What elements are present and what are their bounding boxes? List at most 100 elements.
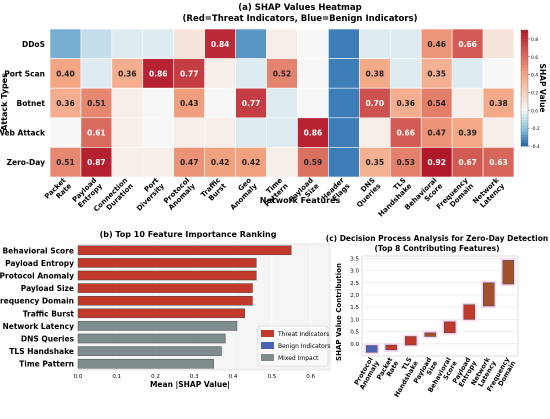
heatmap-x-axis-label: Network Features	[260, 196, 341, 205]
colorbar-segment	[521, 30, 528, 34]
colorbar-segment	[521, 67, 528, 72]
bar	[77, 283, 253, 293]
colorbar-segment	[521, 73, 528, 77]
heatmap-cell	[204, 147, 236, 178]
heatmap-cells: 0.84 0.46 0.66 0.40 0.36 0.86 0.77 0.52 0.38 0.35…	[49, 28, 515, 178]
waterfall-bar	[405, 336, 417, 346]
waterfall-y-tick-label: 0.5	[350, 330, 359, 336]
heatmap-cell	[173, 28, 205, 59]
heatmap-cell	[204, 87, 236, 119]
colorbar-segment	[521, 134, 528, 138]
heatmap-cell	[173, 87, 205, 119]
bar-category-label: Protocol Anomaly	[0, 272, 74, 281]
heatmap-cell	[173, 147, 205, 178]
heatmap-cell	[359, 58, 391, 89]
colorbar-segment	[521, 114, 528, 118]
waterfall-bar	[424, 332, 436, 337]
waterfall-y-tick-label: 0.0	[350, 342, 359, 348]
heatmap-cell	[80, 58, 113, 89]
colorbar-segment	[521, 108, 528, 112]
colorbar-segment	[521, 137, 528, 141]
heatmap-cell	[328, 87, 360, 119]
legend-swatch	[261, 330, 274, 337]
heatmap-panel: (a) SHAP Values Heatmap (Red=Threat Indi…	[0, 3, 547, 219]
bar-x-tick-label: 0.3	[190, 374, 199, 380]
heatmap-cell-label: 0.51	[56, 158, 75, 167]
colorbar-tick-label: 0.2	[531, 90, 538, 96]
heatmap-colorbar: 0.8 0.6 0.4 0.2 0.0 -0.2 -0.4	[520, 29, 540, 150]
waterfall-y-tick-label: 2.0	[350, 293, 359, 299]
colorbar-segment	[521, 32, 528, 37]
colorbar-tick-label: 0.4	[531, 73, 538, 79]
heatmap-column-label: TrafficBurst	[199, 176, 228, 205]
heatmap-cell	[111, 87, 144, 119]
heatmap-cell	[142, 28, 175, 59]
heatmap-column-label: PacketRate	[43, 176, 73, 206]
colorbar-segment	[521, 125, 528, 130]
waterfall-category-label: PacketRate	[375, 356, 401, 385]
heatmap-cell	[359, 28, 391, 59]
heatmap-cell-label: 0.54	[427, 99, 446, 108]
colorbar-tick-label: -0.4	[531, 144, 540, 150]
heatmap-cell	[266, 87, 298, 119]
heatmap-cell	[451, 58, 484, 89]
heatmap-row-label: Zero-Day	[7, 158, 46, 167]
heatmap-cell	[49, 117, 82, 148]
bar-x-tick-label: 0.2	[151, 374, 160, 380]
colorbar-segment	[521, 105, 528, 109]
heatmap-cell	[328, 28, 360, 59]
colorbar-segment	[521, 111, 528, 115]
heatmap-row-label: DDoS	[22, 40, 45, 49]
colorbar-segment	[521, 90, 528, 95]
colorbar-segment	[521, 56, 528, 60]
legend-box	[257, 325, 329, 367]
colorbar-segment	[521, 99, 528, 103]
heatmap-cell	[482, 28, 515, 59]
colorbar-frame	[520, 29, 529, 147]
colorbar-segment	[521, 96, 528, 101]
heatmap-cell-label: 0.36	[56, 99, 75, 108]
heatmap-cell-label: 0.42	[242, 158, 261, 167]
heatmap-cell	[49, 28, 82, 59]
heatmap-cell	[297, 58, 329, 89]
heatmap-cell-label: 0.39	[458, 129, 477, 138]
bar	[77, 346, 222, 356]
heatmap-cell	[111, 147, 144, 178]
heatmap-column-label: GeoAnomaly	[223, 176, 259, 212]
heatmap-cell-label: 0.40	[56, 69, 75, 78]
heatmap-cell	[204, 58, 236, 89]
colorbar-segment	[521, 59, 528, 63]
colorbar-tick-label: 0.6	[531, 55, 538, 61]
bar-x-tick-label: 0.0	[74, 374, 83, 380]
heatmap-cell	[297, 117, 329, 148]
bar-category-label: Time Pattern	[19, 360, 74, 369]
heatmap-cell	[49, 87, 82, 119]
heatmap-cell-label: 0.46	[427, 40, 446, 49]
heatmap-cell	[328, 147, 360, 178]
heatmap-cell	[266, 147, 298, 178]
heatmap-cell	[420, 28, 453, 59]
heatmap-cell	[328, 58, 360, 89]
heatmap-cell-label: 0.77	[242, 99, 261, 108]
waterfall-y-tick-label: 3.5	[350, 256, 359, 262]
bar	[77, 358, 214, 369]
heatmap-row-labels: DDoS Port Scan Botnet Web Attack Zero-Day	[0, 40, 46, 167]
legend-label: Threat Indicators	[277, 331, 329, 338]
legend-swatch	[261, 354, 274, 361]
waterfall-y-axis-label: SHAP Value Contribution	[335, 263, 343, 361]
waterfall-area: 0.00.51.01.52.02.53.03.5ProtocolAnomalyP…	[350, 255, 519, 399]
bar-category-label: Payload Size	[21, 284, 74, 293]
heatmap-cell-label: 0.92	[427, 158, 446, 167]
colorbar-segment	[521, 79, 528, 83]
bar-category-label: Payload Entropy	[5, 259, 74, 268]
colorbar-tick-label: 0.0	[531, 108, 538, 114]
heatmap-cell-label: 0.47	[180, 158, 199, 167]
heatmap-cell	[297, 147, 329, 178]
bar	[77, 295, 253, 306]
heatmap-cell-label: 0.43	[180, 99, 199, 108]
waterfall-y-tick-label: 1.0	[350, 317, 359, 323]
colorbar-segment	[521, 119, 528, 124]
colorbar-segment	[521, 50, 528, 54]
heatmap-cell	[389, 58, 422, 89]
heatmap-cell	[111, 117, 144, 148]
